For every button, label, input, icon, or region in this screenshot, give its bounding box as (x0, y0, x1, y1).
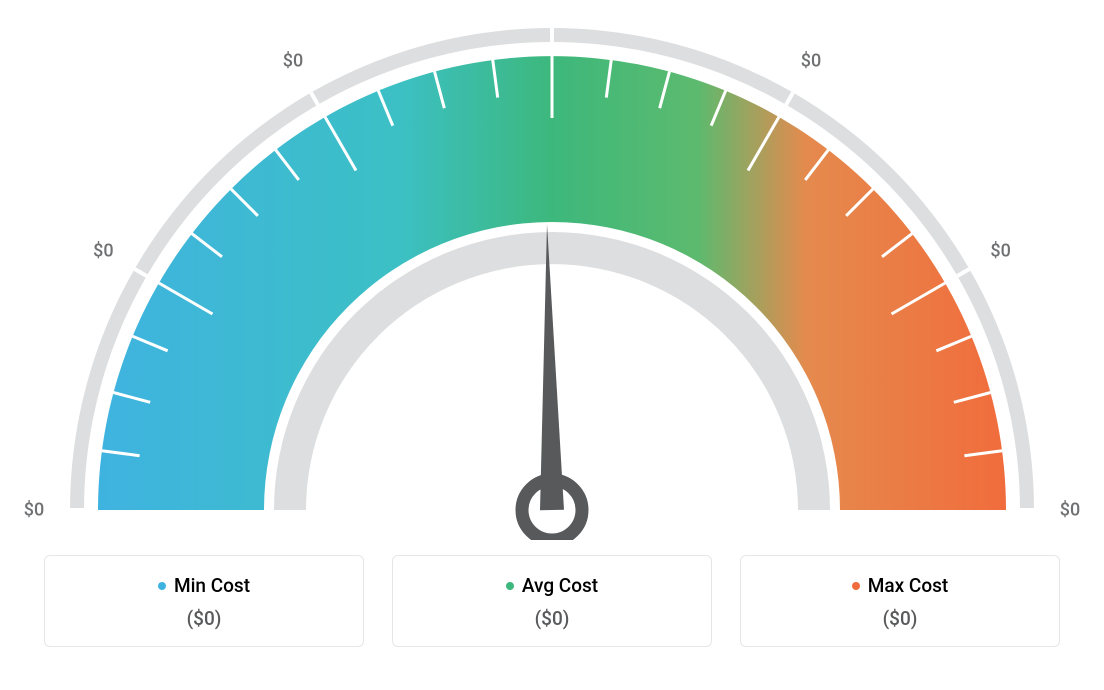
legend-max-value: ($0) (751, 607, 1049, 630)
gauge-area: $0 $0 $0 $0 $0 $0 $0 (0, 0, 1104, 540)
legend-min: Min Cost ($0) (44, 555, 364, 647)
legend-avg-label: Avg Cost (506, 574, 598, 597)
scale-label: $0 (542, 0, 562, 3)
scale-label: $0 (801, 51, 821, 72)
scale-label: $0 (1060, 500, 1080, 521)
scale-label: $0 (283, 51, 303, 72)
legend-min-value: ($0) (55, 607, 353, 630)
legend-max-label: Max Cost (852, 574, 948, 597)
dot-icon (158, 582, 166, 590)
gauge-svg (0, 0, 1104, 540)
scale-label: $0 (990, 241, 1010, 262)
legend-min-text: Min Cost (174, 574, 250, 597)
legend-max-text: Max Cost (868, 574, 948, 597)
legend-avg-text: Avg Cost (522, 574, 598, 597)
chart-wrap: $0 $0 $0 $0 $0 $0 $0 Min Cost ($0) Avg Cost ($… (0, 0, 1104, 690)
legend-min-label: Min Cost (158, 574, 250, 597)
legend-max: Max Cost ($0) (740, 555, 1060, 647)
dot-icon (506, 582, 514, 590)
scale-label: $0 (93, 241, 113, 262)
legend-avg-value: ($0) (403, 607, 701, 630)
legend-row: Min Cost ($0) Avg Cost ($0) Max Cost ($0… (0, 555, 1104, 647)
dot-icon (852, 582, 860, 590)
legend-avg: Avg Cost ($0) (392, 555, 712, 647)
scale-label: $0 (24, 500, 44, 521)
